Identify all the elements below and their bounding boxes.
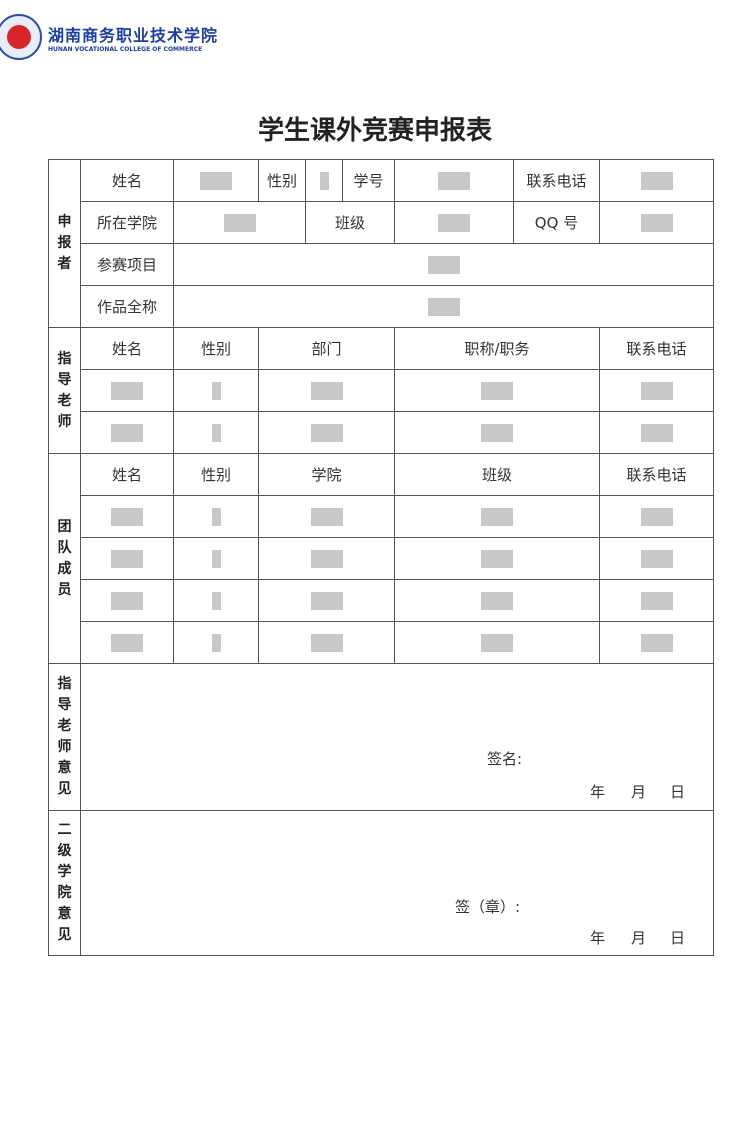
label-name: 姓名: [80, 159, 174, 202]
stamp-label: 签（章）:: [455, 898, 521, 916]
value-work-title[interactable]: [173, 285, 714, 328]
section-applicant: 申报者: [48, 159, 81, 328]
column-header: 联系电话: [599, 327, 714, 370]
label-college: 所在学院: [80, 201, 174, 244]
column-header: 性别: [173, 327, 259, 370]
cell[interactable]: [80, 495, 174, 538]
table-row: [49, 579, 714, 622]
cell[interactable]: [173, 537, 259, 580]
year-label: 年: [590, 929, 606, 947]
column-header: 班级: [394, 453, 600, 496]
sign-label: 签名:: [487, 750, 523, 768]
cell[interactable]: [80, 579, 174, 622]
cell[interactable]: [394, 621, 600, 664]
section-team: 团队成员: [48, 453, 81, 664]
column-header: 姓名: [80, 327, 174, 370]
label-gender: 性别: [258, 159, 306, 202]
cell[interactable]: [258, 537, 395, 580]
value-qq[interactable]: [599, 201, 714, 244]
cell[interactable]: [599, 411, 714, 454]
application-form: 申报者 姓名 性别 学号 联系电话 所在学院 班级 QQ 号 参赛项目 作品全称…: [48, 159, 714, 956]
value-college[interactable]: [173, 201, 306, 244]
logo-en: HUNAN VOCATIONAL COLLEGE OF COMMERCE: [48, 45, 203, 53]
college-logo: 湖南商务职业技术学院 HUNAN VOCATIONAL COLLEGE OF CO…: [0, 14, 218, 60]
section-advisor-opinion: 指导老师意见: [48, 663, 81, 811]
cell[interactable]: [599, 621, 714, 664]
value-student-id[interactable]: [394, 159, 514, 202]
seal-icon: [0, 14, 42, 60]
value-phone[interactable]: [599, 159, 714, 202]
logo-cn: 湖南商务职业技术学院: [48, 25, 219, 45]
section-college-opinion: 二级学院意见: [48, 810, 81, 956]
table-row: [49, 621, 714, 664]
label-phone: 联系电话: [513, 159, 600, 202]
cell[interactable]: [173, 411, 259, 454]
cell[interactable]: [394, 579, 600, 622]
month-label: 月: [631, 783, 647, 801]
cell[interactable]: [80, 411, 174, 454]
value-class[interactable]: [394, 201, 514, 244]
cell[interactable]: [258, 621, 395, 664]
table-row: [49, 495, 714, 538]
day-label: 日: [670, 929, 686, 947]
column-header: 部门: [258, 327, 395, 370]
cell[interactable]: [80, 537, 174, 580]
cell[interactable]: [394, 495, 600, 538]
page-title: 学生课外竞赛申报表: [257, 116, 492, 146]
column-header: 姓名: [80, 453, 174, 496]
year-label: 年: [590, 783, 606, 801]
label-qq: QQ 号: [513, 201, 600, 244]
cell[interactable]: [599, 495, 714, 538]
value-name[interactable]: [173, 159, 259, 202]
table-row: [49, 537, 714, 580]
cell[interactable]: [173, 621, 259, 664]
cell[interactable]: [258, 579, 395, 622]
value-gender[interactable]: [305, 159, 343, 202]
value-project[interactable]: [173, 243, 714, 286]
cell[interactable]: [173, 369, 259, 412]
column-header: 学院: [258, 453, 395, 496]
cell[interactable]: [173, 495, 259, 538]
cell[interactable]: [599, 369, 714, 412]
cell[interactable]: [80, 369, 174, 412]
section-advisors: 指导老师: [48, 327, 81, 454]
cell[interactable]: [394, 411, 600, 454]
cell[interactable]: [599, 537, 714, 580]
cell[interactable]: [599, 579, 714, 622]
cell[interactable]: [80, 621, 174, 664]
column-header: 联系电话: [599, 453, 714, 496]
label-project: 参赛项目: [80, 243, 174, 286]
column-header: 性别: [173, 453, 259, 496]
cell[interactable]: [258, 411, 395, 454]
table-row: [49, 411, 714, 454]
label-class: 班级: [305, 201, 395, 244]
cell[interactable]: [173, 579, 259, 622]
day-label: 日: [670, 783, 686, 801]
college-opinion-field[interactable]: 签（章）: 年 月 日: [80, 810, 714, 956]
month-label: 月: [631, 929, 647, 947]
advisor-opinion-field[interactable]: 签名: 年 月 日: [80, 663, 714, 811]
label-student-id: 学号: [342, 159, 395, 202]
table-row: [49, 369, 714, 412]
cell[interactable]: [394, 369, 600, 412]
column-header: 职称/职务: [394, 327, 600, 370]
label-work-title: 作品全称: [80, 285, 174, 328]
cell[interactable]: [258, 369, 395, 412]
cell[interactable]: [258, 495, 395, 538]
cell[interactable]: [394, 537, 600, 580]
